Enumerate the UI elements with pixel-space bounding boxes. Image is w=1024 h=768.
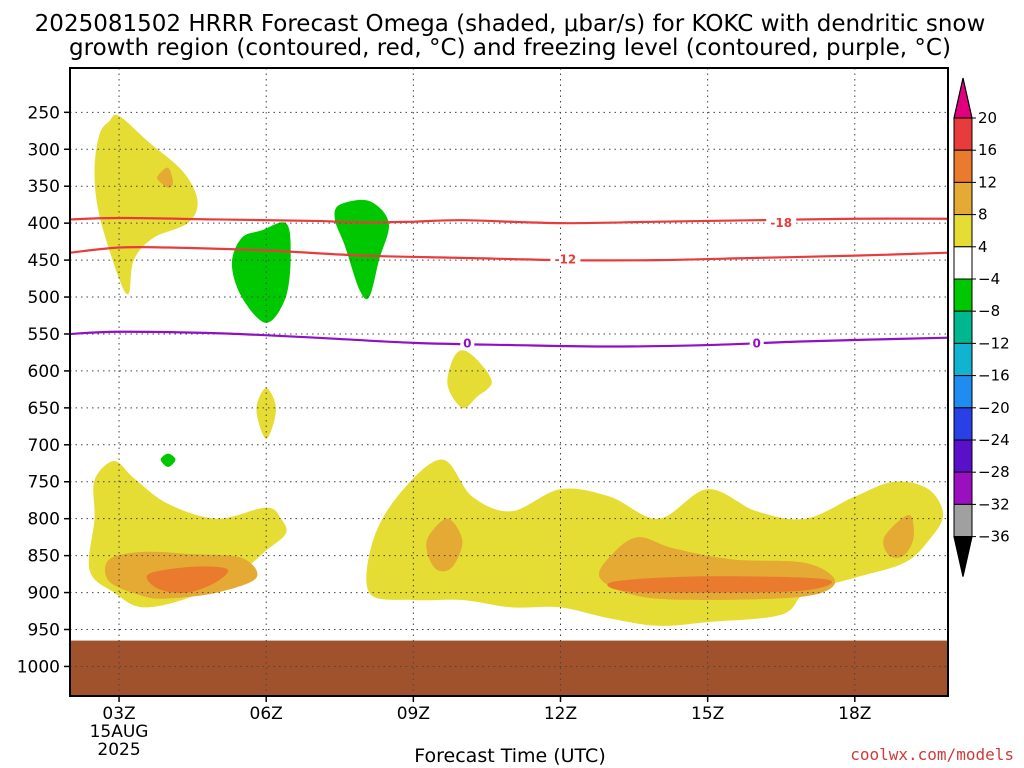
x-tick-label-18Z: 18Z	[838, 704, 871, 724]
contour-label-bg-3	[749, 335, 764, 350]
chart-title-line2: growth region (contoured, red, °C) and f…	[69, 35, 951, 61]
x-tick-label-12Z: 12Z	[544, 704, 577, 724]
y-tick-label-500: 500	[28, 288, 60, 308]
colorbar-bin-2	[953, 149, 973, 183]
omega-region-14	[883, 514, 914, 558]
colorbar: 20 16 12 8 4 −4 −8 −12 −16 −20 −24 −28 −32 −36	[953, 77, 1010, 577]
y-tick-label-550: 550	[28, 325, 60, 345]
colorbar-label-12: −32	[978, 495, 1010, 513]
y-tick-label-350: 350	[28, 177, 60, 197]
colorbar-bin-9	[953, 375, 973, 409]
x-tick-label-15Z: 15Z	[691, 704, 724, 724]
contour-line--12	[70, 245, 948, 262]
y-tick-label-900: 900	[28, 584, 60, 604]
ground-fill	[70, 640, 948, 696]
colorbar-bin-11	[953, 439, 973, 473]
omega-region-1	[157, 167, 174, 188]
contour-label-3: 0	[753, 337, 761, 351]
colorbar-bin-3	[953, 181, 973, 216]
contour-line--18	[70, 216, 948, 225]
omega-region-11	[426, 518, 463, 572]
omega-region-9	[146, 566, 229, 593]
colorbar-label-6: −8	[978, 302, 1000, 320]
y-tick-label-700: 700	[28, 436, 60, 456]
omega-region-3	[334, 199, 390, 300]
omega-region-5	[447, 350, 492, 409]
colorbar-bin-6	[953, 278, 973, 312]
contour-label-2: 0	[463, 337, 471, 351]
chart-title-line1: 2025081502 HRRR Forecast Omega (shaded, …	[35, 11, 986, 37]
y-tick-label-800: 800	[28, 510, 60, 530]
credit-link[interactable]: coolwx.com/models	[850, 745, 1014, 764]
colorbar-label-1: 16	[978, 141, 997, 159]
colorbar-label-10: −24	[978, 431, 1010, 449]
contour-label-bg-1	[550, 251, 581, 266]
colorbar-label-3: 8	[978, 206, 988, 224]
colorbar-top-arrow	[953, 77, 973, 119]
x-axis-label: Forecast Time (UTC)	[414, 745, 605, 767]
colorbar-bottom-arrow	[953, 535, 973, 577]
colorbar-bin-12	[953, 471, 973, 505]
y-tick-label-400: 400	[28, 214, 60, 234]
contour-label-1: -12	[555, 252, 577, 266]
omega-region-0	[94, 114, 198, 295]
plot-area: -18 -12 0 0	[69, 67, 949, 697]
contour-line-0	[70, 330, 948, 348]
y-tick-label-850: 850	[28, 547, 60, 567]
y-tick-label-250: 250	[28, 103, 60, 123]
y-tick-label-300: 300	[28, 140, 60, 160]
x-date-label-0: 15AUG	[90, 722, 149, 742]
omega-region-2	[231, 222, 291, 323]
colorbar-label-11: −28	[978, 463, 1010, 481]
colorbar-label-7: −12	[978, 334, 1010, 352]
colorbar-bin-1	[953, 117, 973, 151]
colorbar-label-5: −4	[978, 270, 1000, 288]
contour-label-bg-0	[766, 215, 797, 230]
colorbar-label-4: 4	[978, 238, 988, 256]
colorbar-bin-13	[953, 503, 973, 538]
omega-region-6	[160, 453, 176, 467]
colorbar-label-0: 20	[978, 109, 997, 127]
contour-label-0: -18	[770, 216, 792, 230]
plot-frame	[69, 67, 949, 697]
colorbar-bin-10	[953, 407, 973, 441]
y-tick-label-450: 450	[28, 251, 60, 271]
y-tick-label-950: 950	[28, 621, 60, 641]
omega-region-4	[256, 387, 277, 439]
y-tick-label-650: 650	[28, 399, 60, 419]
colorbar-label-9: −20	[978, 399, 1010, 417]
colorbar-bin-8	[953, 342, 973, 377]
colorbar-label-13: −36	[978, 528, 1010, 546]
x-date-label-1: 2025	[97, 740, 140, 760]
x-tick-label-09Z: 09Z	[397, 704, 430, 724]
x-tick-label-06Z: 06Z	[250, 704, 283, 724]
y-tick-label-750: 750	[28, 473, 60, 493]
plot-inner: -18 -12 0 0	[70, 68, 948, 696]
omega-region-13	[607, 576, 833, 593]
colorbar-label-2: 12	[978, 173, 997, 191]
contour-label-bg-2	[460, 335, 475, 350]
y-tick-label-600: 600	[28, 362, 60, 382]
x-tick-label-03Z: 03Z	[102, 704, 135, 724]
y-axis-ticks: 250 300 350 400 450 500 550 600 650 700 750 800 850 9…	[17, 103, 70, 677]
colorbar-bin-7	[953, 310, 973, 344]
colorbar-bin-4	[953, 214, 973, 248]
y-tick-label-1000: 1000	[17, 657, 60, 677]
colorbar-bin-5	[953, 246, 973, 280]
colorbar-label-8: −16	[978, 367, 1010, 385]
